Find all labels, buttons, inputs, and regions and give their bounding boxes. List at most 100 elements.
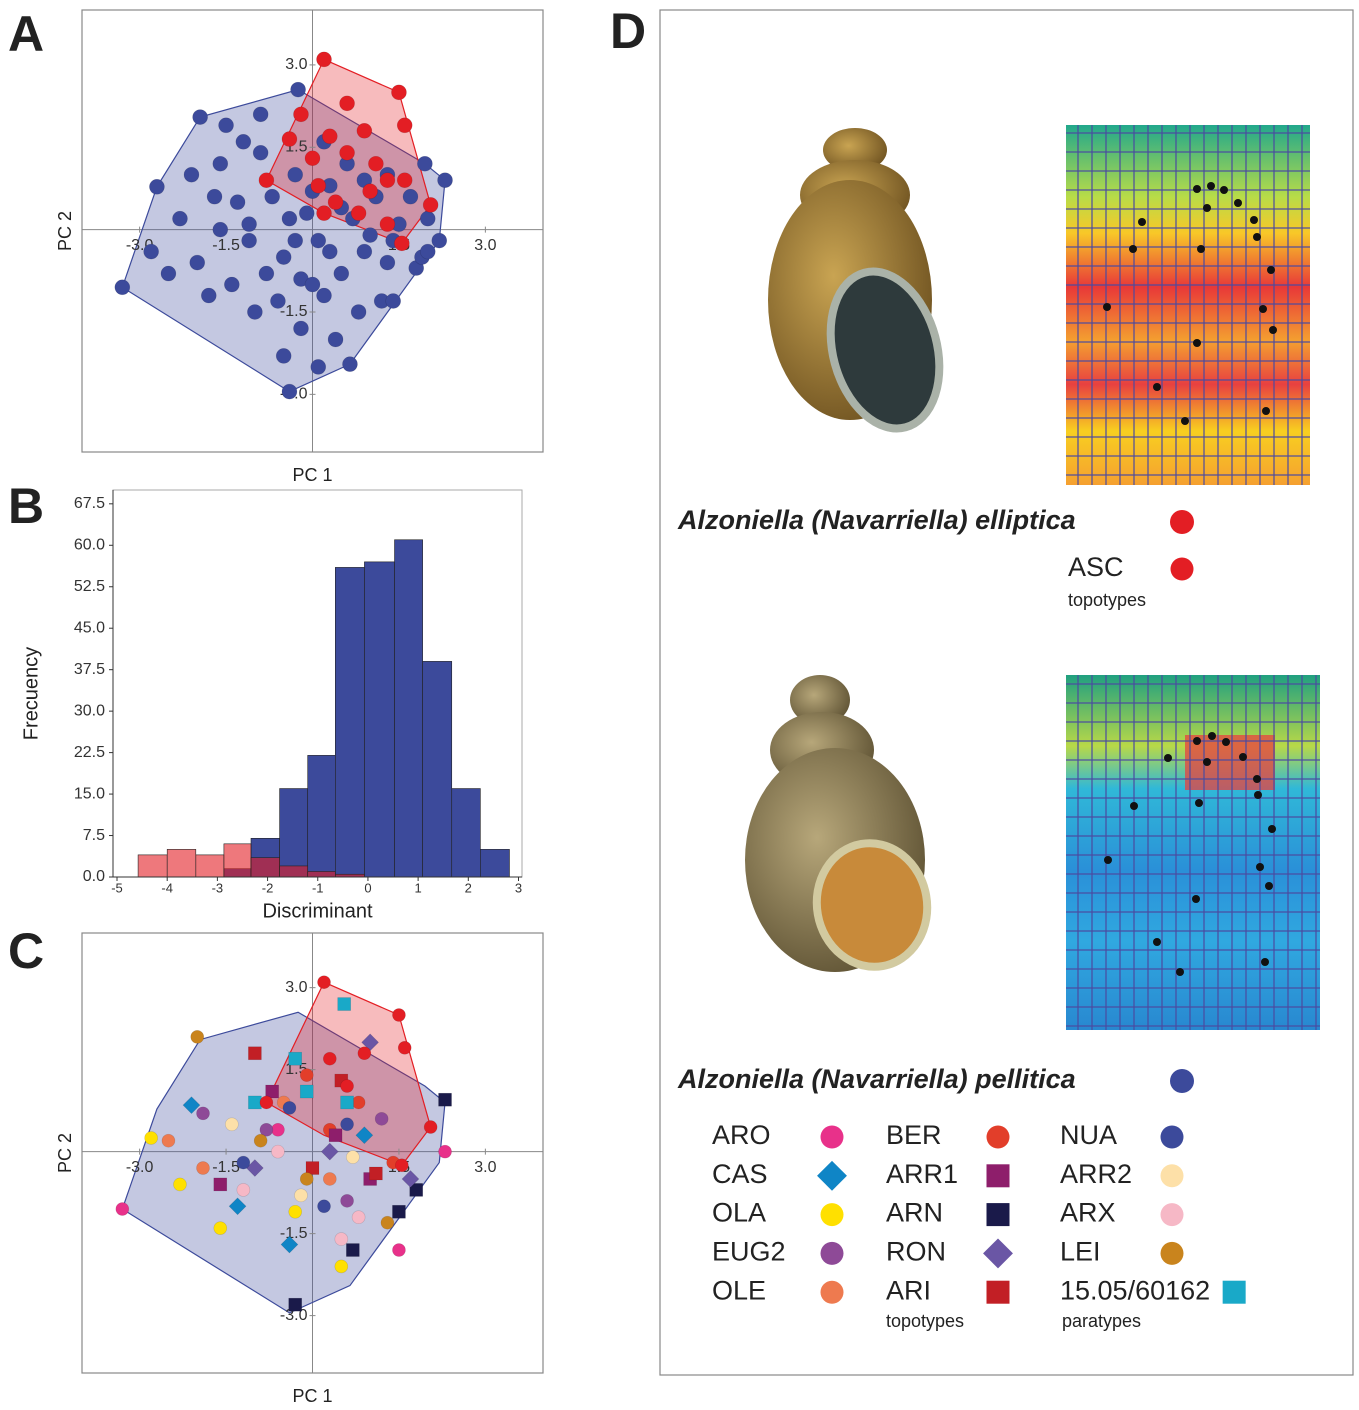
point: [242, 233, 257, 248]
y-tick-label: 7.5: [83, 827, 105, 844]
legend-marker: [1161, 1242, 1184, 1265]
point: [173, 1178, 186, 1191]
point: [271, 1123, 284, 1136]
bar: [138, 855, 167, 877]
point: [116, 1203, 129, 1216]
point: [214, 1222, 227, 1235]
point: [352, 1096, 365, 1109]
point: [369, 1167, 382, 1180]
point: [259, 266, 274, 281]
deformation-grid: [1066, 675, 1320, 1030]
x-tick-label: 3.0: [474, 1159, 496, 1176]
x-tick-label: -1.5: [212, 1159, 240, 1176]
point: [351, 304, 366, 319]
point: [276, 250, 291, 265]
point: [317, 206, 332, 221]
x-axis-title: PC 1: [292, 465, 332, 485]
point: [271, 1145, 284, 1158]
legend-marker: [987, 1203, 1010, 1226]
point: [213, 156, 228, 171]
point: [395, 1159, 408, 1172]
legend-marker: [1161, 1203, 1184, 1226]
point: [248, 1096, 261, 1109]
point: [323, 1052, 336, 1065]
point: [391, 85, 406, 100]
point: [403, 189, 418, 204]
point: [162, 1134, 175, 1147]
point: [357, 244, 372, 259]
point: [197, 1162, 210, 1175]
x-tick-label: -1: [312, 880, 324, 895]
legend-label: BER: [886, 1120, 942, 1150]
point: [149, 179, 164, 194]
y-tick-label: 37.5: [74, 661, 105, 678]
legend-marker: [821, 1242, 844, 1265]
y-tick-label: 30.0: [74, 702, 105, 719]
point: [193, 110, 208, 125]
y-tick-label: 15.0: [74, 785, 105, 802]
point: [289, 1205, 302, 1218]
point: [276, 348, 291, 363]
x-tick-label: -3: [212, 880, 224, 895]
legend-label: ARN: [886, 1198, 943, 1228]
point: [322, 244, 337, 259]
point: [282, 211, 297, 226]
point: [253, 107, 268, 122]
point: [161, 266, 176, 281]
point: [417, 156, 432, 171]
point: [328, 195, 343, 210]
point: [346, 1244, 359, 1257]
y-tick-label: 3.0: [285, 56, 307, 73]
bar: [280, 789, 308, 877]
point: [260, 1096, 273, 1109]
point: [352, 1211, 365, 1224]
point: [299, 206, 314, 221]
species-name: Alzoniella (Navarriella) pellitica: [677, 1064, 1076, 1094]
panel-label: C: [8, 923, 44, 979]
x-tick-label: 3: [515, 880, 522, 895]
point: [224, 277, 239, 292]
panel-d: topotypes topotypes paratypes Alzoniella…: [660, 10, 1353, 1375]
y-tick-label: 45.0: [74, 619, 105, 636]
point: [318, 976, 331, 989]
y-axis-title: Frecuency: [20, 647, 42, 740]
point: [305, 277, 320, 292]
point: [394, 236, 409, 251]
y-tick-label: 67.5: [74, 495, 105, 512]
x-tick-label: 3.0: [474, 237, 496, 254]
legend-label: EUG2: [712, 1237, 786, 1267]
point: [254, 1134, 267, 1147]
point: [420, 244, 435, 259]
point: [311, 359, 326, 374]
point: [340, 96, 355, 111]
point: [144, 244, 159, 259]
point: [318, 1200, 331, 1213]
point: [291, 82, 306, 97]
bar: [452, 789, 481, 877]
point: [346, 1151, 359, 1164]
bar: [364, 562, 394, 877]
point: [363, 184, 378, 199]
point: [311, 178, 326, 193]
legend-marker: [821, 1203, 844, 1226]
legend-marker: [983, 1238, 1013, 1268]
point: [317, 288, 332, 303]
point: [242, 217, 257, 232]
legend-note: topotypes: [886, 1311, 964, 1331]
point: [438, 173, 453, 188]
point: [230, 195, 245, 210]
bar: [423, 661, 452, 877]
point: [305, 151, 320, 166]
legend-marker: [1161, 1164, 1184, 1187]
point: [381, 1216, 394, 1229]
point: [342, 357, 357, 372]
point: [357, 123, 372, 138]
legend-marker: [821, 1126, 844, 1149]
legend-label: ARI: [886, 1275, 931, 1305]
point: [323, 1172, 336, 1185]
x-tick-label: -3.0: [126, 1159, 154, 1176]
panel-label: D: [610, 3, 646, 59]
legend-marker: [987, 1281, 1010, 1304]
legend-label: ARR2: [1060, 1159, 1132, 1189]
x-tick-label: 1: [415, 880, 422, 895]
